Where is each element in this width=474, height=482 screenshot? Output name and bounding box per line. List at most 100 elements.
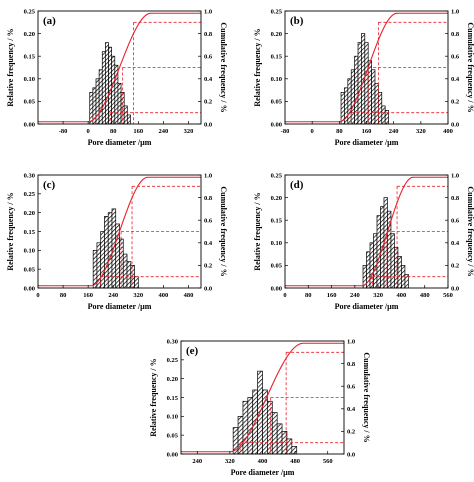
x-tick-label: 320	[184, 128, 194, 135]
y-tick-label: 0.10	[24, 76, 35, 83]
histogram-bar	[123, 105, 128, 125]
y-axis-label: Relative frequency / %	[6, 28, 15, 106]
x-tick-label: 480	[420, 292, 430, 299]
y2-tick-label: 0.4	[451, 240, 460, 247]
y-tick-label: 0.00	[271, 285, 282, 292]
plot-frame	[284, 174, 449, 289]
x-axis-label: Pore diameter /µm	[231, 468, 295, 477]
x-tick-label: 0	[283, 292, 286, 299]
y2-tick-label: 0.0	[451, 285, 459, 292]
x-tick-label: 160	[83, 292, 93, 299]
y-axis-label: Relative frequency / %	[253, 192, 262, 270]
y2-tick-label: 0.8	[204, 195, 213, 202]
y2-tick-label: 0.4	[451, 76, 460, 83]
percentile-guide	[109, 112, 201, 124]
y-axis-label: Relative frequency / %	[149, 358, 158, 436]
panel-label: (d)	[290, 179, 304, 191]
x-tick-label: 400	[258, 458, 268, 465]
percentile-guide	[371, 276, 448, 288]
histogram-bar	[271, 412, 278, 455]
y2-tick-label: 0.2	[347, 429, 355, 436]
histogram-bar	[397, 256, 402, 289]
y-axis-label: Relative frequency / %	[6, 192, 15, 270]
x-tick-label: 240	[159, 128, 169, 135]
cumulative-curve	[181, 342, 344, 453]
x-tick-label: 240	[192, 458, 202, 465]
y-tick-label: 0.00	[24, 121, 35, 128]
histogram-bar	[237, 415, 244, 455]
histogram-bar	[101, 51, 106, 125]
y-tick-label: 0.20	[167, 376, 178, 383]
x-tick-label: 160	[133, 128, 143, 135]
histogram-bar	[364, 42, 369, 125]
x-tick-label: 80	[110, 128, 117, 135]
y2-tick-label: 1.0	[204, 172, 212, 179]
y2-tick-label: 1.0	[451, 8, 459, 15]
y2-axis-label: Cumulative frequency / %	[466, 22, 474, 112]
y2-tick-label: 0.2	[204, 99, 212, 106]
chart-panel-5: 240 320 400 480 560 0.00 0.05 0.10 0.15 0.20 0.25 0…	[149, 338, 371, 477]
y2-tick-label: 0.6	[451, 54, 460, 61]
y-tick-label: 0.00	[24, 285, 35, 292]
histogram-bar	[267, 400, 273, 455]
x-tick-label: 0	[36, 292, 39, 299]
y-tick-label: 0.15	[271, 218, 283, 225]
y2-tick-label: 0.0	[451, 121, 459, 128]
percentile-guide	[120, 231, 201, 288]
y2-tick-label: 0.8	[204, 31, 213, 38]
y2-tick-label: 0.6	[451, 218, 460, 225]
y-tick-label: 0.00	[167, 451, 178, 458]
y2-tick-label: 1.0	[451, 172, 459, 179]
x-tick-label: 240	[389, 128, 399, 135]
percentile-guide	[350, 112, 448, 124]
y2-axis-label: Cumulative frequency / %	[219, 186, 228, 276]
y-axis-label: Relative frequency / %	[253, 28, 262, 106]
y-tick-label: 0.15	[167, 395, 179, 402]
y2-tick-label: 0.0	[347, 451, 355, 458]
y2-tick-label: 0.6	[347, 384, 356, 391]
histogram-bar	[347, 78, 352, 125]
y-tick-label: 0.25	[24, 191, 36, 198]
x-axis-label: Pore diameter /µm	[88, 138, 152, 147]
x-tick-label: 560	[443, 292, 453, 299]
y-tick-label: 0.05	[24, 99, 36, 106]
y2-tick-label: 0.6	[204, 54, 213, 61]
y2-axis-label: Cumulative frequency / %	[219, 22, 228, 112]
histogram-bar	[92, 249, 98, 289]
y-tick-label: 0.10	[271, 76, 282, 83]
percentile-guide	[100, 276, 201, 288]
x-tick-label: 320	[416, 128, 426, 135]
y2-tick-label: 0.4	[204, 240, 213, 247]
y2-tick-label: 0.2	[451, 99, 459, 106]
histogram-bar	[134, 276, 139, 289]
histogram-bar	[242, 400, 249, 455]
histogram-bar	[122, 253, 128, 289]
chart-panel-3: 0 80 160 240 320 400 480 0.00 0.05 0.10 0.15 0.20 0.…	[6, 172, 228, 311]
histogram-bar	[247, 397, 254, 455]
y2-tick-label: 0.8	[451, 31, 460, 38]
histogram-bar	[286, 438, 293, 455]
x-tick-label: 160	[327, 292, 337, 299]
y-tick-label: 0.25	[271, 8, 283, 15]
histogram-bar	[367, 60, 372, 125]
x-tick-label: 0	[87, 128, 90, 135]
panel-label: (c)	[43, 179, 56, 191]
y-tick-label: 0.05	[271, 99, 283, 106]
y-tick-label: 0.20	[271, 31, 282, 38]
percentile-guide	[285, 351, 344, 454]
x-tick-label: 320	[133, 292, 143, 299]
histogram-bar	[354, 55, 359, 125]
y2-tick-label: 0.4	[204, 76, 213, 83]
histogram-bar	[89, 92, 94, 125]
x-tick-label: -80	[281, 128, 290, 135]
x-tick-label: 400	[159, 292, 169, 299]
y-tick-label: 0.25	[167, 357, 179, 364]
x-tick-label: 560	[323, 458, 333, 465]
histogram-bar	[126, 261, 132, 289]
y2-tick-label: 0.4	[347, 406, 356, 413]
histogram-bar	[390, 233, 395, 289]
x-tick-label: 400	[443, 128, 453, 135]
histogram-bar	[376, 215, 381, 289]
x-axis-label: Pore diameter /µm	[335, 138, 399, 147]
y-tick-label: 0.20	[24, 210, 35, 217]
